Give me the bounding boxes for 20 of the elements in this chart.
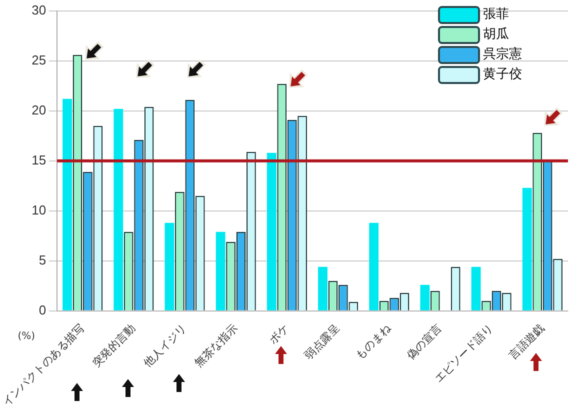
legend-label: 胡瓜 xyxy=(483,26,509,44)
x-tick-label: 偽の宣言 xyxy=(404,322,445,362)
legend-label: 呉宗憲 xyxy=(483,46,522,64)
y-tick-label: 20 xyxy=(32,102,46,118)
x-tick-label: ものまね xyxy=(354,322,394,362)
x-tick-label: 無茶な指示 xyxy=(192,322,240,370)
x-tick-label: 言語遊戯 xyxy=(506,322,547,362)
x-tick-label: 弱点露呈 xyxy=(302,322,342,362)
y-tick-label: 0 xyxy=(38,302,46,318)
legend-label: 黄子佼 xyxy=(483,66,522,84)
y-tick-label: 10 xyxy=(32,202,46,218)
y-tick-label: 15 xyxy=(32,152,46,168)
x-tick-label: ボケ xyxy=(267,322,292,346)
x-tick-label: 他人イジリ xyxy=(142,322,190,370)
legend-label: 張菲 xyxy=(483,6,509,24)
x-tick-label: 突発的言動 xyxy=(90,322,138,370)
y-tick-label: 5 xyxy=(38,252,46,268)
y-tick-label: 25 xyxy=(32,52,46,68)
y-axis-title: (%) xyxy=(18,330,36,342)
y-tick-label: 30 xyxy=(32,2,46,18)
